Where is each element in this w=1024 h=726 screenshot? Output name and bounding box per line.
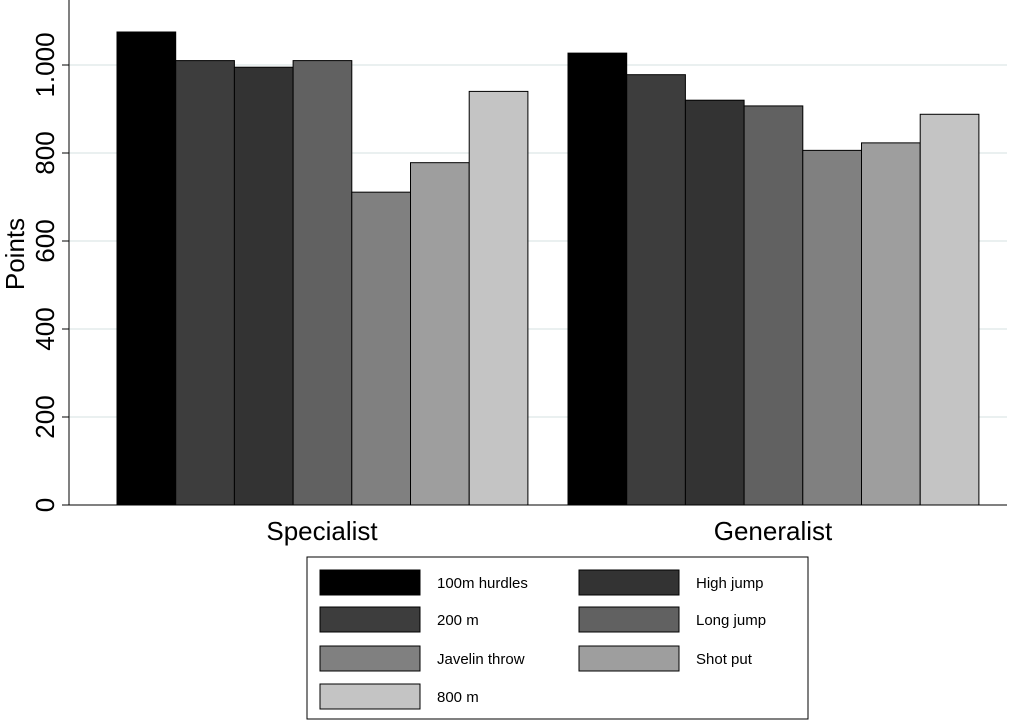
legend-swatch bbox=[319, 645, 421, 672]
legend-swatch bbox=[578, 606, 680, 633]
bar bbox=[861, 142, 921, 506]
bars bbox=[116, 31, 980, 506]
legend-swatch bbox=[319, 683, 421, 710]
legend-label: Long jump bbox=[696, 612, 766, 629]
legend-swatch bbox=[578, 645, 680, 672]
y-axis-title: Points bbox=[0, 218, 30, 290]
legend-label: 200 m bbox=[437, 612, 479, 629]
legend-items: 100m hurdles High jump 200 m Long jump Javel… bbox=[319, 569, 766, 710]
legend-label: Shot put bbox=[696, 651, 753, 668]
legend-swatch bbox=[578, 569, 680, 596]
bar bbox=[567, 52, 628, 506]
bar bbox=[410, 162, 470, 506]
x-category-label: Generalist bbox=[714, 516, 833, 546]
bar bbox=[684, 99, 745, 506]
legend: 100m hurdles High jump 200 m Long jump Javel… bbox=[306, 556, 809, 720]
bar bbox=[919, 113, 980, 506]
bar bbox=[743, 105, 804, 506]
y-axis: 0 200 400 600 800 1.000 bbox=[30, 0, 70, 512]
y-tick-label: 0 bbox=[30, 498, 60, 512]
x-category-labels: Specialist Generalist bbox=[266, 516, 833, 546]
bar bbox=[292, 60, 353, 506]
bar bbox=[175, 60, 235, 506]
bar bbox=[116, 31, 177, 506]
bar bbox=[233, 66, 294, 506]
x-category-label: Specialist bbox=[266, 516, 378, 546]
bar bbox=[626, 74, 686, 506]
bar bbox=[802, 149, 862, 506]
y-tick-label: 600 bbox=[30, 219, 60, 262]
bar bbox=[351, 191, 411, 506]
legend-label: 800 m bbox=[437, 689, 479, 706]
legend-swatch bbox=[319, 569, 421, 596]
legend-label: 100m hurdles bbox=[437, 575, 528, 592]
y-tick-label: 400 bbox=[30, 307, 60, 350]
bar bbox=[468, 90, 529, 506]
legend-label: High jump bbox=[696, 575, 764, 592]
legend-label: Javelin throw bbox=[437, 651, 525, 668]
legend-swatch bbox=[319, 606, 421, 633]
y-tick-label: 800 bbox=[30, 131, 60, 174]
y-tick-label: 1.000 bbox=[30, 32, 60, 97]
y-tick-label: 200 bbox=[30, 395, 60, 438]
y-ticks: 0 200 400 600 800 1.000 bbox=[30, 32, 69, 512]
